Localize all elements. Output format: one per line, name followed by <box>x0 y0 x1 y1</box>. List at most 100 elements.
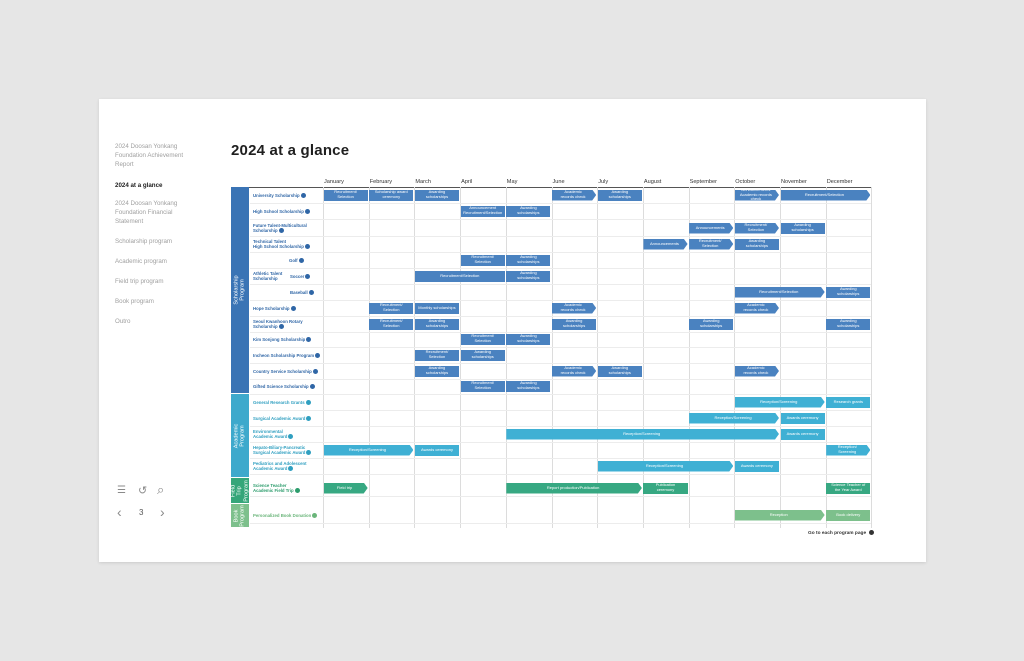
timeline-bar[interactable]: Book delivery <box>826 509 871 521</box>
timeline-bar[interactable]: Awarding scholarships <box>826 318 871 330</box>
program-name: General Research Grants <box>253 399 305 405</box>
program-name: Technical Talent High School Scholarship <box>253 239 304 249</box>
arrow-circle-icon <box>278 228 284 234</box>
program-row-label[interactable]: Technical Talent High School Scholarship <box>253 239 310 250</box>
timeline-bar[interactable]: Recruitment/Selection <box>735 287 825 298</box>
program-row-label[interactable]: Athletic Talent Scholarship <box>253 271 282 281</box>
timeline-bar[interactable]: Awarding scholarships <box>506 205 551 217</box>
timeline-bar[interactable]: Awarding scholarships <box>552 318 597 330</box>
timeline-bar[interactable]: Reception/Screening <box>689 413 779 424</box>
timeline-bar[interactable]: Awarding scholarships <box>597 365 642 377</box>
program-row-label[interactable]: General Research Grants <box>253 400 311 405</box>
timeline-bar[interactable]: Announcements <box>689 223 733 234</box>
nav-item[interactable]: Field trip program <box>115 278 164 285</box>
search-icon[interactable]: ⌕ <box>157 482 165 497</box>
program-row-label[interactable]: Hope Scholarship <box>253 306 296 311</box>
timeline-bar[interactable]: Recruitment/ Selection <box>323 189 368 201</box>
timeline-bar[interactable]: Awarding scholarships <box>689 318 734 330</box>
program-row-label[interactable]: Gifted Science Scholarship <box>253 384 315 389</box>
arrow-circle-icon <box>304 244 310 250</box>
timeline-bar[interactable]: Awarding scholarships <box>506 380 551 392</box>
timeline-bar[interactable]: Academic records check <box>552 366 596 377</box>
timeline-bar[interactable]: Recruitment/ Selection <box>369 302 414 314</box>
prev-page-icon[interactable]: ‹ <box>117 504 122 520</box>
timeline-bar[interactable]: Recruitment/Selection <box>414 270 505 282</box>
timeline-bar[interactable]: Awarding scholarships <box>780 222 825 234</box>
sport-subcategory[interactable]: Golf <box>289 258 304 263</box>
timeline-bar[interactable]: Science Teacher of the Year Award <box>826 482 871 494</box>
timeline-bar[interactable]: Academic records check <box>552 190 596 201</box>
timeline-bar[interactable]: Awarding scholarships <box>414 365 460 377</box>
program-row-label[interactable]: Science Teacher Academic Field Trip <box>253 483 300 494</box>
program-row-label[interactable]: Country Service Scholarship <box>253 369 318 374</box>
timeline-bar[interactable]: Recruitment/ Selection <box>460 380 505 392</box>
timeline-bar[interactable]: Recruitment/Selection <box>781 190 871 201</box>
menu-icon[interactable]: ☰ <box>117 485 126 496</box>
timeline-bar[interactable]: Report production/Publication <box>506 483 642 494</box>
next-page-icon[interactable]: › <box>160 504 165 520</box>
nav-item[interactable]: 2024 Doosan Yonkang Foundation Financial… <box>115 200 178 225</box>
timeline-bar[interactable]: Recruitment/ Selection <box>460 254 505 266</box>
timeline-bar[interactable]: Reception/ Screening <box>826 445 870 456</box>
timeline-bar[interactable]: Announcements <box>643 239 687 250</box>
timeline-bar[interactable]: Scholarship award ceremony <box>369 189 414 201</box>
timeline-bar[interactable]: Announcements Academic records check <box>735 190 779 201</box>
timeline-bar[interactable]: Awarding scholarships <box>460 349 505 361</box>
timeline-bar[interactable]: Reception/Screening <box>598 461 734 472</box>
program-name: Hope Scholarship <box>253 305 290 311</box>
program-row-label[interactable]: Hepato-Biliary-Pancreatic Surgical Acade… <box>253 445 312 456</box>
timeline-bar[interactable]: Recruitment/ Selection <box>689 239 733 250</box>
timeline-bar[interactable]: Research grants <box>826 396 871 408</box>
timeline-bar[interactable]: Academic records check <box>735 303 779 314</box>
timeline-bar[interactable]: Reception/Screening <box>324 445 414 456</box>
nav-item[interactable]: 2024 at a glance <box>115 182 163 189</box>
timeline-bar[interactable]: Publication ceremony <box>643 482 688 494</box>
program-row-label[interactable]: Surgical Academic Award <box>253 416 312 421</box>
timeline-bar[interactable]: Announcement Recruitment/Selection <box>460 205 505 217</box>
row-divider <box>250 363 871 364</box>
program-row-label[interactable]: University Scholarship <box>253 193 306 198</box>
timeline-bar[interactable]: Awarding scholarships <box>734 238 779 250</box>
timeline-bar[interactable]: Awarding scholarships <box>414 318 460 330</box>
program-row-label[interactable]: Future Talent-Multicultural Scholarship <box>253 223 307 234</box>
timeline-bar[interactable]: Academic records check <box>552 303 596 314</box>
sport-subcategory[interactable]: Soccer <box>290 274 311 279</box>
timeline-bar[interactable]: Awarding scholarships <box>826 286 871 298</box>
program-page-link[interactable]: Go to each program page <box>808 530 875 536</box>
timeline-bar[interactable]: Reception <box>735 510 825 521</box>
program-row-label[interactable]: Personalized Book Donation <box>253 513 318 518</box>
program-row-label[interactable]: High School Scholarship <box>253 209 310 214</box>
timeline-bar[interactable]: Awards ceremony <box>414 444 460 456</box>
program-row-label[interactable]: Environmental Academic Award <box>253 429 294 440</box>
timeline-bar[interactable]: Recruitment/ Selection <box>460 333 505 345</box>
timeline-bar[interactable]: Reception/Screening <box>735 397 825 408</box>
month-gridline <box>597 187 599 528</box>
nav-item[interactable]: Scholarship program <box>115 238 173 245</box>
program-name: High School Scholarship <box>253 208 304 214</box>
program-row-label[interactable]: Pediatrics and Adolescent Academic Award <box>253 461 307 472</box>
program-row-label[interactable]: Seoul Kwanhoon Rotary Scholarship <box>253 319 303 330</box>
timeline-bar[interactable]: Academic records check <box>735 366 779 377</box>
nav-item[interactable]: 2024 Doosan Yonkang Foundation Achieveme… <box>115 143 184 168</box>
sport-subcategory[interactable]: Baseball <box>290 290 314 295</box>
nav-item[interactable]: Book program <box>115 298 154 305</box>
nav-item[interactable]: Academic program <box>115 258 167 265</box>
program-row-label[interactable]: Kim Sonjong Scholarship <box>253 337 312 342</box>
timeline-bar[interactable]: Reception/Screening <box>506 429 779 440</box>
timeline-bar[interactable]: Awarding scholarships <box>506 254 551 266</box>
timeline-bar[interactable]: Recruitment/ Selection <box>414 349 460 361</box>
timeline-bar[interactable]: Monthly scholarships <box>414 302 460 314</box>
timeline-bar[interactable]: Awards ceremony <box>734 460 779 472</box>
refresh-icon[interactable]: ↺ <box>138 485 148 497</box>
timeline-bar[interactable]: Recruitment/ Selection <box>735 223 779 234</box>
timeline-bar[interactable]: Field trip <box>324 483 368 494</box>
timeline-bar[interactable]: Awards ceremony <box>780 428 825 440</box>
timeline-bar[interactable]: Recruitment/ Selection <box>369 318 414 330</box>
timeline-bar[interactable]: Awarding scholarships <box>597 189 642 201</box>
timeline-bar[interactable]: Awarding scholarships <box>506 333 551 345</box>
timeline-bar[interactable]: Awards ceremony <box>780 412 825 424</box>
nav-item[interactable]: Outro <box>115 318 131 325</box>
timeline-bar[interactable]: Awarding scholarships <box>506 270 551 282</box>
program-row-label[interactable]: Incheon Scholarship Program <box>253 353 321 358</box>
timeline-bar[interactable]: Awarding scholarships <box>414 189 460 201</box>
